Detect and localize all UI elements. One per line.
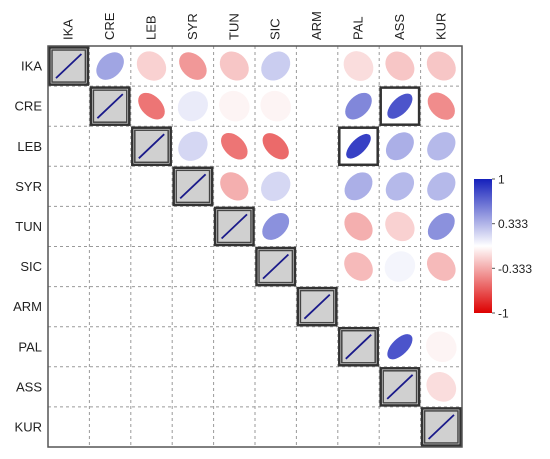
corr-ellipse-syr-pal	[344, 172, 373, 201]
corr-ellipse-cre-leb	[138, 92, 165, 120]
diagonal-line-kur-kur	[427, 414, 455, 440]
row-label-pal: PAL	[18, 339, 42, 354]
corr-ellipse-syr-ass	[385, 172, 415, 201]
cell-highlight-sic-sic	[255, 246, 297, 287]
column-label-pal: PAL	[351, 16, 366, 40]
corr-ellipse-sic-ass	[384, 251, 416, 282]
color-scale-tick-label: -0.333	[498, 262, 532, 276]
column-label-ika: IKA	[61, 19, 76, 40]
row-label-leb: LEB	[17, 139, 42, 154]
row-label-ass: ASS	[16, 379, 42, 394]
column-label-leb: LEB	[144, 15, 159, 40]
corr-ellipse-pal-ass	[387, 334, 413, 360]
corr-ellipse-ika-syr	[179, 52, 207, 80]
corr-ellipse-syr-kur	[427, 172, 456, 201]
cell-highlight-arm-arm	[296, 286, 338, 327]
corr-ellipse-ika-pal	[343, 51, 374, 81]
corr-ellipse-leb-tun	[221, 132, 248, 160]
corr-ellipse-syr-tun	[220, 172, 249, 201]
corr-ellipse-ika-kur	[426, 51, 456, 81]
row-labels: IKA CRE LEB SYR TUN SIC ARM PAL ASS KUR	[13, 59, 42, 435]
cell-highlight-pal-pal	[338, 326, 379, 367]
row-label-cre: CRE	[15, 99, 43, 114]
diagonal-line-syr-syr	[179, 173, 207, 200]
corr-ellipse-pal-kur	[426, 331, 457, 363]
column-labels: IKA CRE LEB SYR TUN SIC ARM PAL ASS KUR	[61, 11, 449, 40]
diagonal-line-sic-sic	[262, 253, 290, 280]
corr-ellipse-tun-sic	[262, 212, 290, 240]
cell-highlight-cre-cre	[89, 86, 131, 126]
corr-ellipse-cre-ass	[387, 93, 413, 119]
row-label-syr: SYR	[15, 179, 42, 194]
column-label-kur: KUR	[433, 13, 448, 40]
color-scale-tick-label: -1	[498, 307, 509, 321]
corr-ellipse-ika-cre	[96, 52, 124, 80]
column-label-tun: TUN	[226, 13, 241, 40]
corr-ellipse-sic-pal	[344, 252, 373, 281]
corr-ellipse-leb-pal	[346, 133, 371, 159]
row-label-ika: IKA	[21, 59, 42, 74]
cell-highlight-ika-ika	[48, 46, 90, 86]
diagonal-line-leb-leb	[138, 133, 165, 159]
corr-ellipse-cre-syr	[177, 91, 208, 122]
column-label-ass: ASS	[392, 14, 407, 40]
corr-ellipse-cre-sic	[260, 90, 291, 122]
corr-ellipse-ass-kur	[426, 371, 457, 402]
corr-ellipse-syr-sic	[261, 171, 291, 202]
corr-ellipse-tun-pal	[344, 212, 373, 241]
corr-ellipse-ika-leb	[136, 51, 167, 81]
column-label-cre: CRE	[102, 12, 117, 40]
corr-ellipse-ika-sic	[261, 51, 291, 81]
corr-ellipse-ika-ass	[385, 51, 415, 81]
row-label-tun: TUN	[15, 219, 42, 234]
diagonal-line-cre-cre	[96, 93, 124, 119]
cell-highlight-ass-ass	[379, 367, 421, 407]
matrix-border	[47, 45, 463, 448]
cell-highlight-leb-leb	[131, 126, 172, 167]
color-scale-tick-label: 1	[498, 173, 505, 187]
matrix-cells	[48, 46, 462, 447]
row-label-sic: SIC	[20, 259, 42, 274]
row-label-arm: ARM	[13, 299, 42, 314]
corr-ellipse-ika-tun	[219, 51, 249, 81]
cell-highlight-kur-kur	[420, 407, 462, 447]
corr-ellipse-cre-pal	[345, 92, 372, 120]
diagonal-line-pal-pal	[345, 334, 372, 360]
corr-ellipse-leb-syr	[178, 131, 208, 161]
corr-ellipse-cre-kur	[427, 92, 455, 120]
grid-lines	[48, 46, 462, 447]
corr-ellipse-leb-sic	[262, 133, 289, 160]
corr-ellipse-leb-kur	[427, 132, 456, 161]
diagonal-line-ass-ass	[386, 374, 414, 400]
color-scale-bar	[474, 179, 492, 313]
corr-ellipse-leb-ass	[385, 132, 414, 161]
column-label-sic: SIC	[268, 18, 283, 40]
cell-highlight-tun-tun	[213, 206, 255, 247]
corr-ellipse-tun-ass	[385, 211, 415, 242]
corr-ellipse-sic-kur	[426, 252, 456, 281]
diagonal-line-arm-arm	[303, 293, 331, 320]
diagonal-line-ika-ika	[55, 53, 83, 79]
color-scale-legend: 1 0.333 -0.333 -1	[474, 173, 532, 321]
column-label-arm: ARM	[309, 11, 324, 40]
cell-highlight-syr-syr	[172, 166, 214, 207]
diagonal-line-tun-tun	[220, 213, 248, 240]
corr-ellipse-tun-kur	[427, 212, 455, 240]
cell-highlight-cre-ass	[379, 86, 421, 126]
color-scale-tick-label: 0.333	[498, 217, 528, 231]
row-label-kur: KUR	[15, 419, 42, 434]
corr-ellipse-cre-tun	[219, 90, 250, 122]
column-label-syr: SYR	[185, 13, 200, 40]
cell-highlight-leb-pal	[338, 126, 379, 167]
